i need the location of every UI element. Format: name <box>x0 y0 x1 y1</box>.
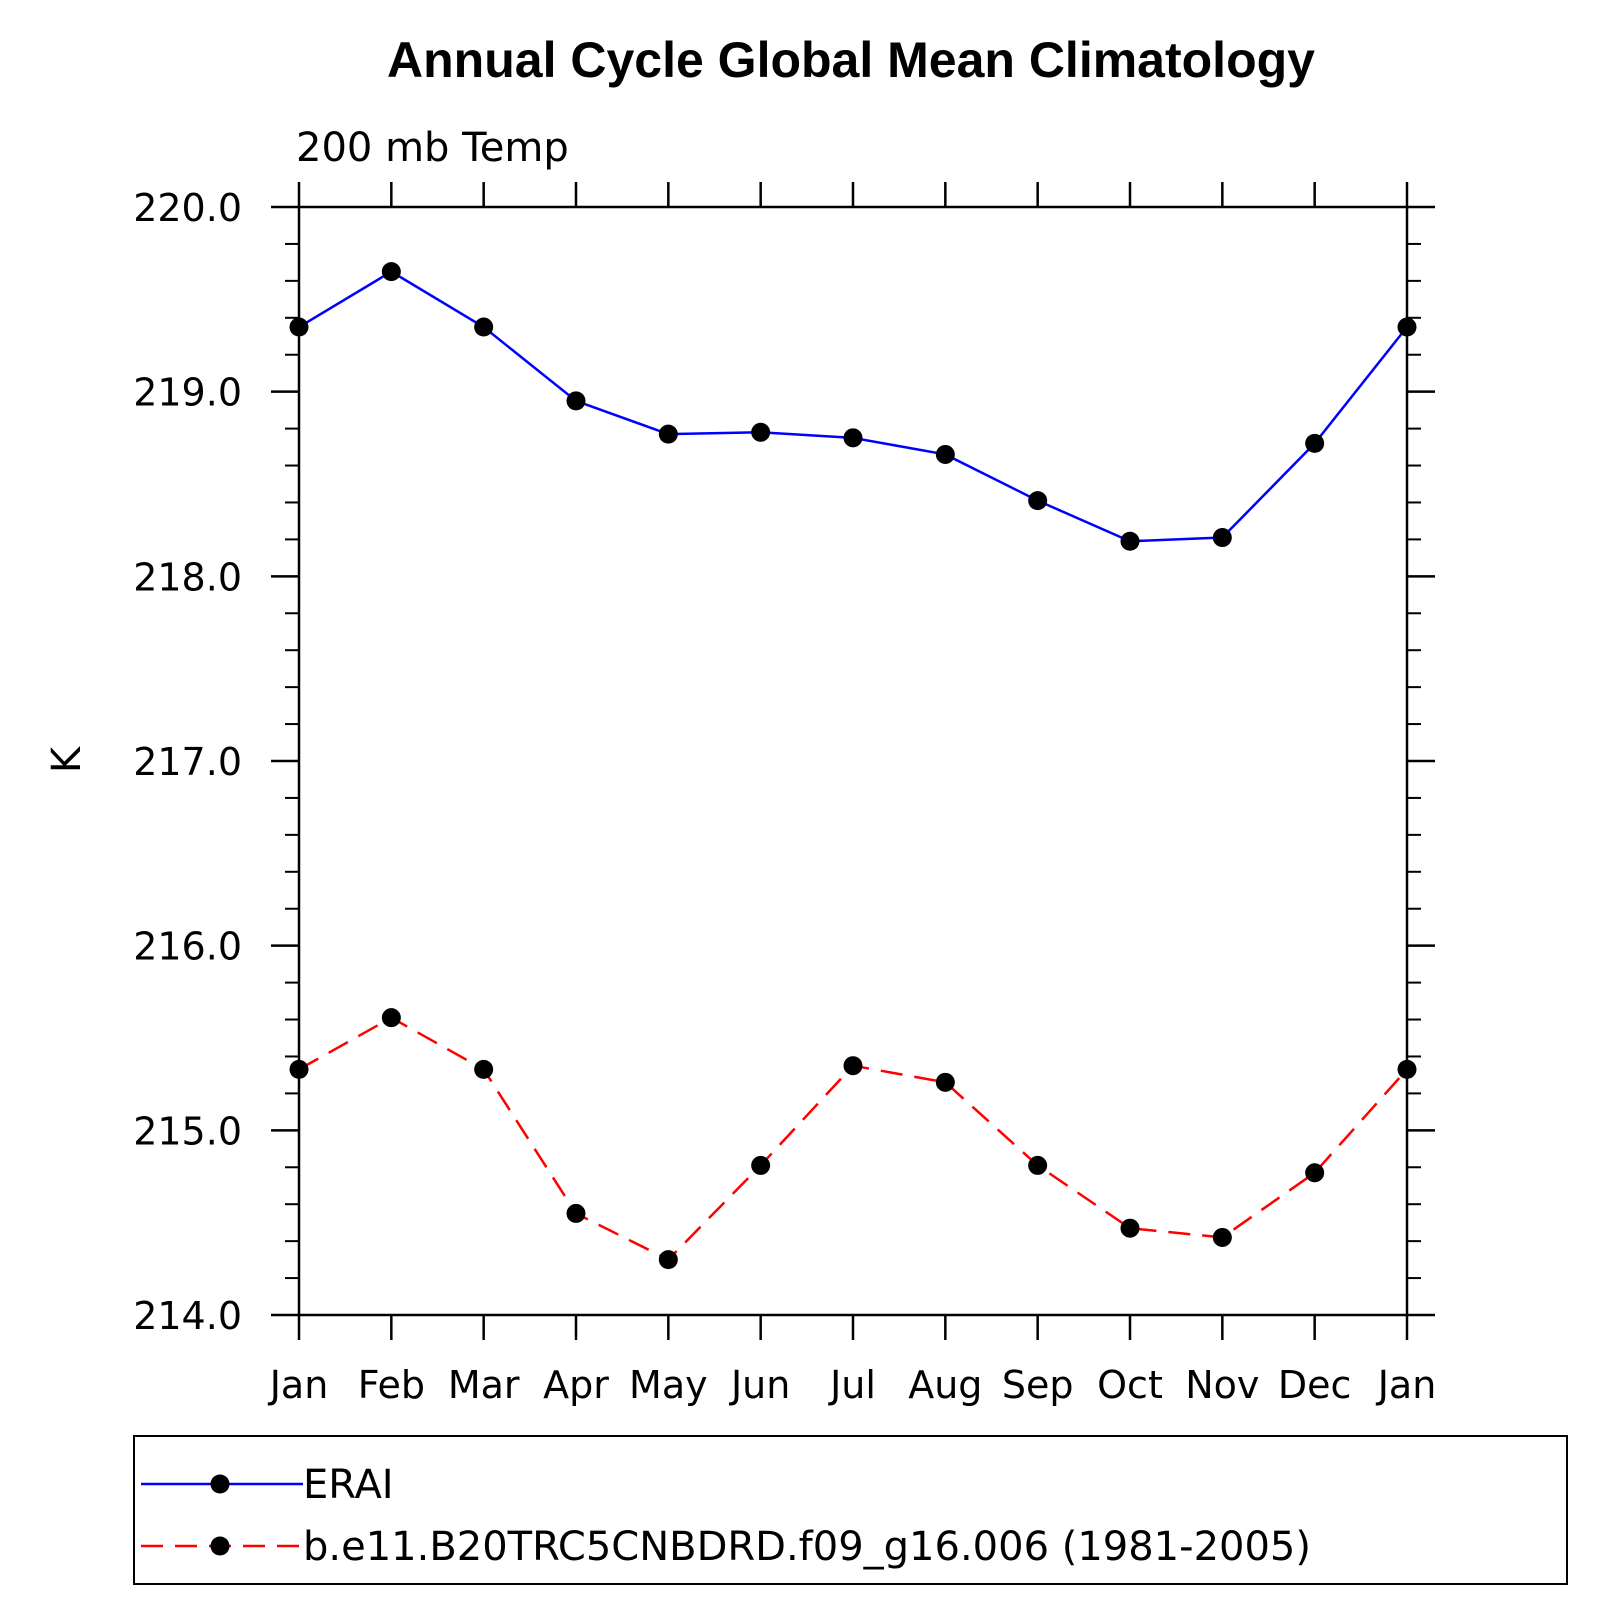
legend-marker-1 <box>210 1536 230 1556</box>
data-point <box>381 1008 401 1028</box>
data-point <box>566 1203 586 1223</box>
plot-frame <box>297 205 1409 1317</box>
y-tick-label: 219.0 <box>133 371 242 415</box>
x-tick-label: Jun <box>729 1363 790 1407</box>
data-point <box>1120 531 1140 551</box>
data-point <box>474 1059 494 1079</box>
data-point <box>843 428 863 448</box>
data-point <box>658 1250 678 1270</box>
y-tick-label: 220.0 <box>133 186 242 230</box>
x-tick-label: Mar <box>448 1363 520 1407</box>
series-line <box>298 1016 1408 1262</box>
axes: Jan Feb Mar Apr May Jun Jul Aug Sep Oct Nov Dec Jan 2… <box>133 182 1436 1407</box>
series-layer <box>289 262 1417 1270</box>
data-point <box>1028 491 1048 511</box>
data-point <box>1212 1227 1232 1247</box>
y-tick-label: 214.0 <box>133 1294 242 1338</box>
y-tick-label: 215.0 <box>133 1109 242 1153</box>
x-tick-label: May <box>629 1363 708 1407</box>
x-tick-label: Jan <box>1376 1363 1437 1407</box>
data-point <box>751 1155 771 1175</box>
data-point <box>843 1056 863 1076</box>
data-point <box>935 1072 955 1092</box>
legend: ERAI b.e11.B20TRC5CNBDRD.f09_g16.006 (198… <box>133 1435 1568 1585</box>
x-tick-label: Nov <box>1185 1363 1259 1407</box>
legend-marker-0 <box>210 1474 230 1494</box>
series-0 <box>289 262 1417 551</box>
x-tick-label: Oct <box>1097 1363 1163 1407</box>
data-point <box>1397 1059 1417 1079</box>
data-point <box>1305 1163 1325 1183</box>
x-tick-label: Aug <box>908 1363 982 1407</box>
chart-subtitle: 200 mb Temp <box>296 125 569 171</box>
legend-label-1: b.e11.B20TRC5CNBDRD.f09_g16.006 (1981-20… <box>303 1524 1311 1570</box>
data-point <box>1028 1155 1048 1175</box>
series-line <box>298 270 1408 543</box>
y-tick-label: 218.0 <box>133 555 242 599</box>
x-tick-label: Feb <box>358 1363 425 1407</box>
data-point <box>566 391 586 411</box>
series-1 <box>289 1008 1417 1270</box>
chart-title: Annual Cycle Global Mean Climatology <box>387 32 1315 88</box>
data-point <box>1212 528 1232 548</box>
data-point <box>751 422 771 442</box>
x-tick-label: Jan <box>268 1363 329 1407</box>
y-tick-label: 216.0 <box>133 925 242 969</box>
y-axis-label: K <box>44 745 90 773</box>
x-tick-label: Apr <box>543 1363 609 1407</box>
data-point <box>1397 317 1417 337</box>
data-point <box>289 317 309 337</box>
data-point <box>1120 1218 1140 1238</box>
data-point <box>289 1059 309 1079</box>
data-point <box>1305 433 1325 453</box>
data-point <box>381 262 401 282</box>
x-tick-label: Dec <box>1278 1363 1352 1407</box>
legend-box <box>133 1435 1568 1585</box>
y-tick-label: 217.0 <box>133 740 242 784</box>
x-tick-label: Jul <box>828 1363 876 1407</box>
data-point <box>935 444 955 464</box>
x-tick-label: Sep <box>1002 1363 1074 1407</box>
data-point <box>474 317 494 337</box>
data-point <box>658 424 678 444</box>
legend-label-0: ERAI <box>303 1462 394 1508</box>
